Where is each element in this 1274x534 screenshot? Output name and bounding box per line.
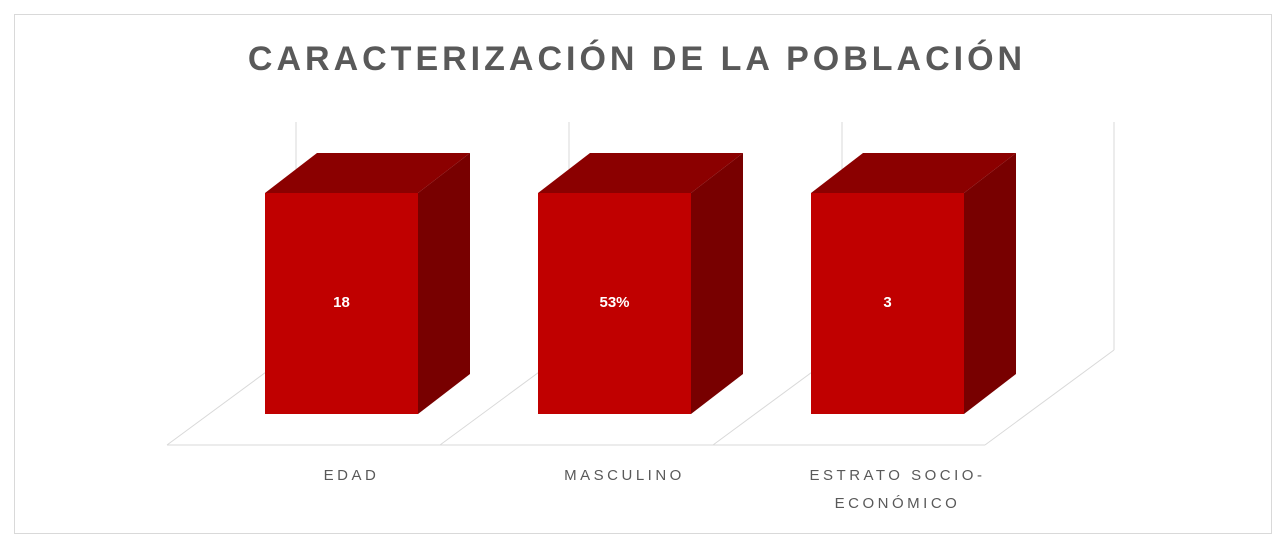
chart-title: CARACTERIZACIÓN DE LA POBLACIÓN bbox=[247, 40, 1027, 78]
category-label: ESTRATO SOCIO-ECONÓMICO bbox=[809, 467, 986, 512]
chart-art bbox=[166, 122, 1115, 446]
page: {"title": "CARACTERIZACIÓN DE LA POBLACI… bbox=[14, 14, 1272, 534]
value-label: 53% bbox=[599, 294, 630, 311]
bar-top bbox=[538, 153, 743, 193]
bar-top bbox=[265, 153, 470, 193]
floor-line bbox=[984, 349, 1115, 446]
value-label: 18 bbox=[333, 294, 350, 311]
bar-side bbox=[691, 153, 743, 414]
value-label: 3 bbox=[883, 294, 892, 311]
bar-front bbox=[811, 193, 964, 414]
bar-side bbox=[418, 153, 470, 414]
bar-side bbox=[964, 153, 1016, 414]
bar-front bbox=[538, 193, 691, 414]
category-label: MASCULINO bbox=[564, 467, 685, 484]
category-label: EDAD bbox=[323, 467, 380, 484]
bar-front bbox=[265, 193, 418, 414]
bar-top bbox=[811, 153, 1016, 193]
